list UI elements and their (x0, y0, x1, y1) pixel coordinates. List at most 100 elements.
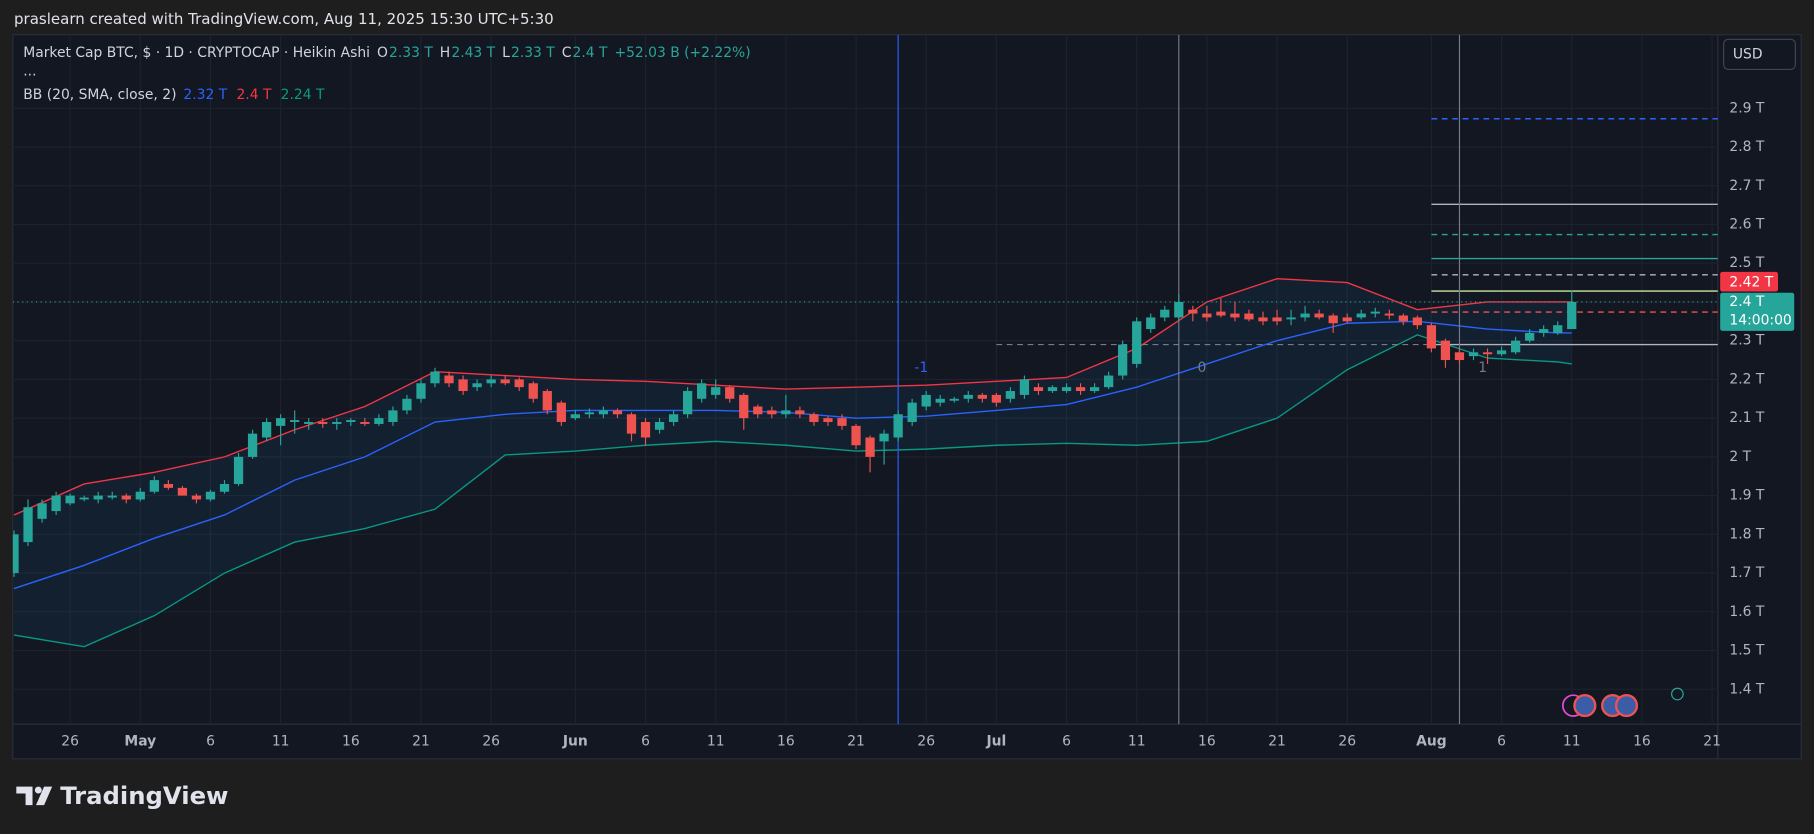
candle-body (584, 412, 595, 415)
logo-mark (35, 786, 53, 806)
candle-body (121, 495, 131, 500)
candle-body (1328, 315, 1338, 324)
x-tick-label: 11 (272, 733, 290, 749)
x-tick-label: 26 (482, 733, 500, 749)
legend-change: +52.03 B (+2.22%) (614, 45, 750, 61)
y-tick-label: 2.5 T (1729, 255, 1764, 271)
legend-key: H (440, 45, 450, 61)
candle-body (977, 394, 987, 399)
x-tick-label: 21 (1268, 733, 1286, 749)
candle-body (402, 398, 412, 411)
candle-body (598, 410, 609, 415)
event-icons (1561, 687, 1684, 718)
brand-logo (16, 786, 53, 806)
candle-body (107, 495, 117, 498)
candle-body (1356, 313, 1366, 318)
indicator-value: 2.4 T (236, 87, 271, 103)
currency-label[interactable]: USD (1733, 46, 1763, 62)
candle-body (893, 414, 903, 438)
countdown-label: 14:00:00 (1729, 312, 1791, 328)
legend-key: O (377, 45, 388, 61)
candle-body (1342, 317, 1352, 322)
band-line (13, 278, 1572, 516)
event-icon[interactable] (1614, 694, 1639, 718)
candle-body (149, 480, 159, 492)
grid (12, 34, 1718, 725)
band-line (13, 320, 1572, 590)
candle-body (1118, 344, 1128, 376)
candle-body (79, 497, 89, 500)
legend-value: 2.33 T (389, 45, 433, 61)
x-tick-label: 6 (641, 733, 650, 749)
candle-body (1075, 387, 1086, 392)
candle-body (1230, 313, 1240, 318)
candle-body (1468, 352, 1479, 357)
candle-body (654, 422, 665, 430)
candle-body (1019, 379, 1030, 395)
candle-body (1412, 317, 1423, 326)
candle-body (191, 495, 202, 500)
candle-body (1398, 315, 1408, 322)
indicator-value: 2.24 T (281, 87, 325, 103)
candle-body (1258, 317, 1268, 322)
candle-body (1061, 387, 1072, 392)
bollinger-bands (13, 278, 1572, 648)
candle-body (1567, 301, 1577, 330)
y-tick-label: 1.6 T (1729, 604, 1764, 620)
candle-body (795, 410, 805, 415)
drawings: -1 0 1 (12, 34, 1718, 725)
candle-body (1510, 340, 1521, 353)
candle-body (205, 491, 216, 500)
candle-body (879, 433, 889, 442)
candle-body (1370, 311, 1380, 314)
candle-body (542, 391, 552, 411)
candle-body (1539, 329, 1549, 333)
y-tick-label: 2.3 T (1729, 333, 1764, 349)
candle-body (12, 534, 19, 574)
currency-button[interactable] (1723, 38, 1796, 70)
candle-body (991, 394, 1001, 403)
indicator-value: 2.32 T (183, 87, 227, 103)
x-tick-label: 16 (777, 733, 795, 749)
y-tick-label: 2.8 T (1729, 139, 1764, 155)
candle-body (346, 420, 356, 423)
logo-mark (16, 786, 33, 806)
candle-body (388, 410, 398, 423)
y-tick-label: 2.1 T (1729, 410, 1764, 426)
time-zone-label: -1 (914, 360, 928, 376)
candle-body (1244, 313, 1254, 320)
x-tick-label: 26 (61, 733, 79, 749)
candle-body (1089, 387, 1100, 392)
candle-body (907, 402, 917, 423)
candle-body (1525, 332, 1535, 341)
candle-body (37, 503, 47, 519)
y-tick-label: 1.9 T (1729, 488, 1764, 504)
candle-body (949, 398, 959, 401)
candle-body (556, 402, 566, 423)
candle-body (332, 422, 342, 424)
candle-body (528, 383, 538, 399)
event-icon[interactable] (1573, 694, 1597, 718)
legend: Market Cap BTC, $ · 1D · CRYPTOCAP · Hei… (23, 45, 750, 103)
candle-body (1188, 309, 1198, 314)
candle-body (318, 422, 328, 424)
candle-body (1033, 387, 1044, 392)
candle-body (1553, 325, 1563, 333)
indicator-name: BB (20, SMA, close, 2) (23, 87, 176, 103)
candle-body (233, 456, 244, 484)
candle-body (935, 398, 945, 403)
x-tick-label: 16 (342, 733, 360, 749)
candle-body (472, 383, 482, 388)
candle-body (360, 422, 370, 424)
y-tick-label: 1.8 T (1729, 526, 1764, 542)
candle-body (711, 387, 721, 395)
y-tick-label: 2.6 T (1729, 216, 1764, 232)
candle-body (1286, 317, 1296, 320)
price-marker-label: 2.42 T (1729, 274, 1773, 290)
price-marker (1720, 271, 1779, 292)
candle-body (135, 491, 145, 500)
candle-body (247, 433, 258, 457)
candle-body (753, 406, 763, 415)
candle-body (1272, 317, 1282, 322)
candle-body (1482, 352, 1493, 355)
